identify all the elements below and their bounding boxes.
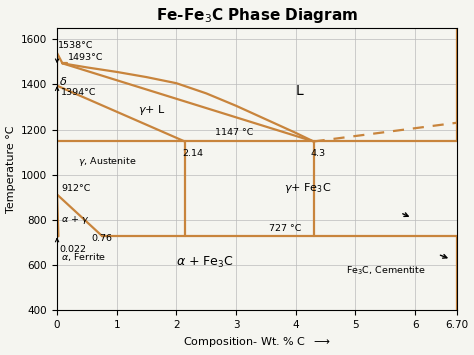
Text: $\gamma$+ Fe$_3$C: $\gamma$+ Fe$_3$C (284, 181, 331, 195)
Text: Fe$_3$C, Cementite: Fe$_3$C, Cementite (346, 264, 426, 277)
Y-axis label: Temperature °C: Temperature °C (6, 125, 16, 213)
Text: $\alpha$, Ferrite: $\alpha$, Ferrite (61, 251, 106, 263)
Text: $\gamma$+ L: $\gamma$+ L (137, 103, 165, 117)
Text: $\gamma$, Austenite: $\gamma$, Austenite (78, 155, 137, 168)
Text: 2.14: 2.14 (182, 149, 203, 158)
Text: 912°C: 912°C (61, 184, 91, 193)
Text: $\delta$: $\delta$ (59, 75, 68, 87)
Text: 727 °C: 727 °C (269, 224, 301, 233)
X-axis label: Composition- Wt. % C  $\longrightarrow$: Composition- Wt. % C $\longrightarrow$ (183, 335, 331, 349)
Text: 1394°C: 1394°C (61, 88, 97, 97)
Text: $\alpha$ + Fe$_3$C: $\alpha$ + Fe$_3$C (176, 255, 234, 270)
Text: 1538°C: 1538°C (58, 42, 94, 50)
Text: L: L (296, 84, 303, 98)
Text: 0.76: 0.76 (91, 234, 113, 243)
Text: 0.022: 0.022 (59, 245, 86, 254)
Text: 1147 °C: 1147 °C (215, 129, 254, 137)
Title: Fe-Fe$_3$C Phase Diagram: Fe-Fe$_3$C Phase Diagram (156, 6, 358, 24)
Text: 4.3: 4.3 (310, 149, 326, 158)
Text: 1493°C: 1493°C (68, 53, 104, 62)
Text: $\alpha$ + $\gamma$: $\alpha$ + $\gamma$ (61, 214, 89, 226)
